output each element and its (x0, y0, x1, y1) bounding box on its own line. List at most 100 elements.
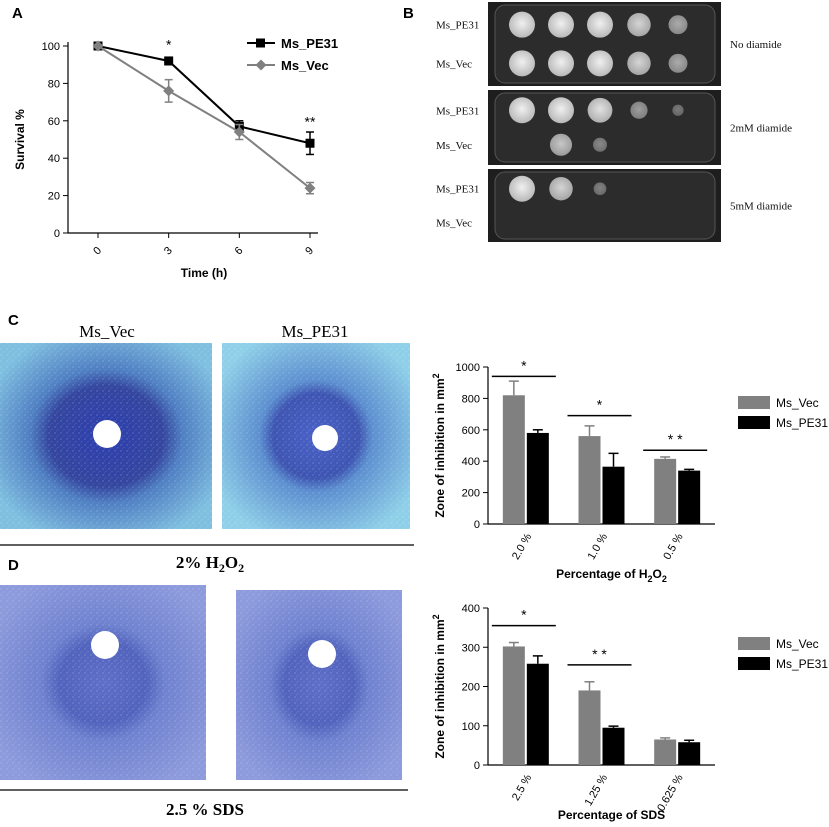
panel-c-plate-label-vec: Ms_Vec (79, 322, 135, 341)
panel-c-bar-chart: 0 200 400 600 800 1000 2.0 % * 1.0 % * 0.5 % * * Zon… (431, 357, 828, 584)
disc (93, 420, 121, 448)
data-point (92, 40, 104, 52)
y-tick-label: 600 (462, 425, 480, 437)
legend-label: Ms_PE31 (776, 416, 828, 430)
colony-spot (587, 97, 613, 123)
y-tick-label: 400 (462, 456, 480, 468)
series-line-Ms_Vec (97, 45, 311, 189)
condition-label: 2mM diamide (730, 123, 792, 135)
legend-label: Ms_PE31 (281, 36, 338, 51)
legend-marker (255, 59, 267, 71)
colony-spot (668, 53, 688, 73)
y-tick-label: 60 (48, 116, 60, 128)
panel-d-plate-images: 2.5 % SDS (0, 585, 408, 819)
significance-marker: * (521, 357, 527, 373)
colony-spot (630, 101, 648, 119)
colony-spot (549, 176, 573, 201)
significance-marker: * * (668, 431, 683, 447)
y-axis-title: Zone of inhibition in mm2 (431, 614, 447, 758)
panel-letter-b: B (403, 5, 414, 22)
x-tick-label: 6 (233, 245, 246, 258)
legend-label: Ms_PE31 (776, 657, 828, 671)
y-axis-title: Zone of inhibition in mm2 (431, 373, 447, 517)
x-axis-title-sub: 2 (647, 574, 652, 584)
colony-spot (593, 182, 607, 196)
colony-spot (509, 50, 535, 77)
panel-c-caption: 2% H2O2 (176, 553, 244, 575)
disc (91, 631, 119, 659)
bar-Ms_Vec (578, 690, 601, 765)
y-tick-label: 0 (54, 228, 60, 240)
panel-d-caption: 2.5 % SDS (166, 800, 244, 819)
y-tick-label: 300 (462, 642, 480, 654)
significance-marker: * (597, 397, 603, 413)
panel-c-plate-label-pe31: Ms_PE31 (281, 322, 348, 341)
colony-spot (549, 133, 573, 156)
colony-spot (668, 15, 688, 35)
x-tick-label: 2.0 % (510, 531, 535, 562)
bar-Ms_Vec (502, 646, 525, 765)
y-tick-label: 0 (474, 760, 480, 772)
colony-spot (548, 97, 574, 124)
colony-spot (587, 50, 613, 77)
x-axis-title: Percentage of H2O2 (556, 567, 667, 584)
condition-label: 5mM diamide (730, 201, 792, 213)
significance-marker: * (166, 37, 172, 53)
y-tick-label: 20 (48, 191, 60, 203)
x-axis-title-sub: 2 (662, 574, 667, 584)
colony-spot (509, 175, 535, 202)
y-tick-label: 1000 (456, 362, 480, 374)
bar-Ms_PE31 (602, 727, 625, 765)
colony-spot (672, 104, 684, 116)
legend-label: Ms_Vec (281, 58, 329, 73)
bar-Ms_PE31 (526, 432, 549, 524)
x-tick-label: 1.0 % (586, 531, 611, 562)
y-axis-title-text: Zone of inhibition in mm (433, 619, 447, 758)
y-tick-label: 400 (462, 603, 480, 615)
colony-spot (627, 51, 651, 76)
colony-spot (509, 11, 535, 38)
y-axis-title-sup: 2 (431, 373, 441, 378)
significance-marker: * (521, 607, 527, 623)
x-axis-title: Time (h) (181, 266, 227, 280)
legend-swatch (738, 416, 770, 429)
colony-spot (548, 50, 574, 77)
x-tick-label: 0.5 % (661, 531, 686, 562)
x-tick-label: 1.25 % (583, 772, 611, 808)
colony-spot (548, 11, 574, 38)
strain-label: Ms_Vec (436, 140, 472, 152)
significance-marker: ** (305, 113, 316, 129)
legend-swatch (738, 637, 770, 650)
y-tick-label: 200 (462, 682, 480, 694)
strain-label: Ms_PE31 (436, 105, 479, 117)
strain-label: Ms_Vec (436, 217, 472, 229)
series-line-Ms_PE31 (97, 45, 311, 145)
data-point (164, 56, 174, 66)
colony-spot (593, 137, 607, 152)
y-tick-label: 800 (462, 393, 480, 405)
legend-label: Ms_Vec (776, 637, 819, 651)
y-tick-label: 80 (48, 78, 60, 90)
x-tick-label: 0 (91, 245, 104, 258)
y-tick-label: 100 (462, 721, 480, 733)
colony-spot (587, 11, 613, 38)
bar-Ms_Vec (502, 395, 525, 524)
strain-label: Ms_Vec (436, 58, 472, 70)
bar-Ms_Vec (578, 436, 601, 524)
legend-label: Ms_Vec (776, 396, 819, 410)
bar-Ms_Vec (654, 739, 677, 765)
y-tick-label: 100 (42, 41, 60, 53)
data-point (163, 85, 175, 97)
bar-Ms_PE31 (678, 470, 701, 524)
condition-label: No diamide (730, 39, 782, 51)
x-tick-label: 2.5 % (510, 772, 535, 803)
panel-letter-d: D (8, 557, 19, 574)
y-axis-title: Survival % (13, 109, 27, 170)
legend-swatch (738, 396, 770, 409)
data-point (233, 126, 245, 138)
strain-label: Ms_PE31 (436, 184, 479, 196)
y-tick-label: 200 (462, 488, 480, 500)
